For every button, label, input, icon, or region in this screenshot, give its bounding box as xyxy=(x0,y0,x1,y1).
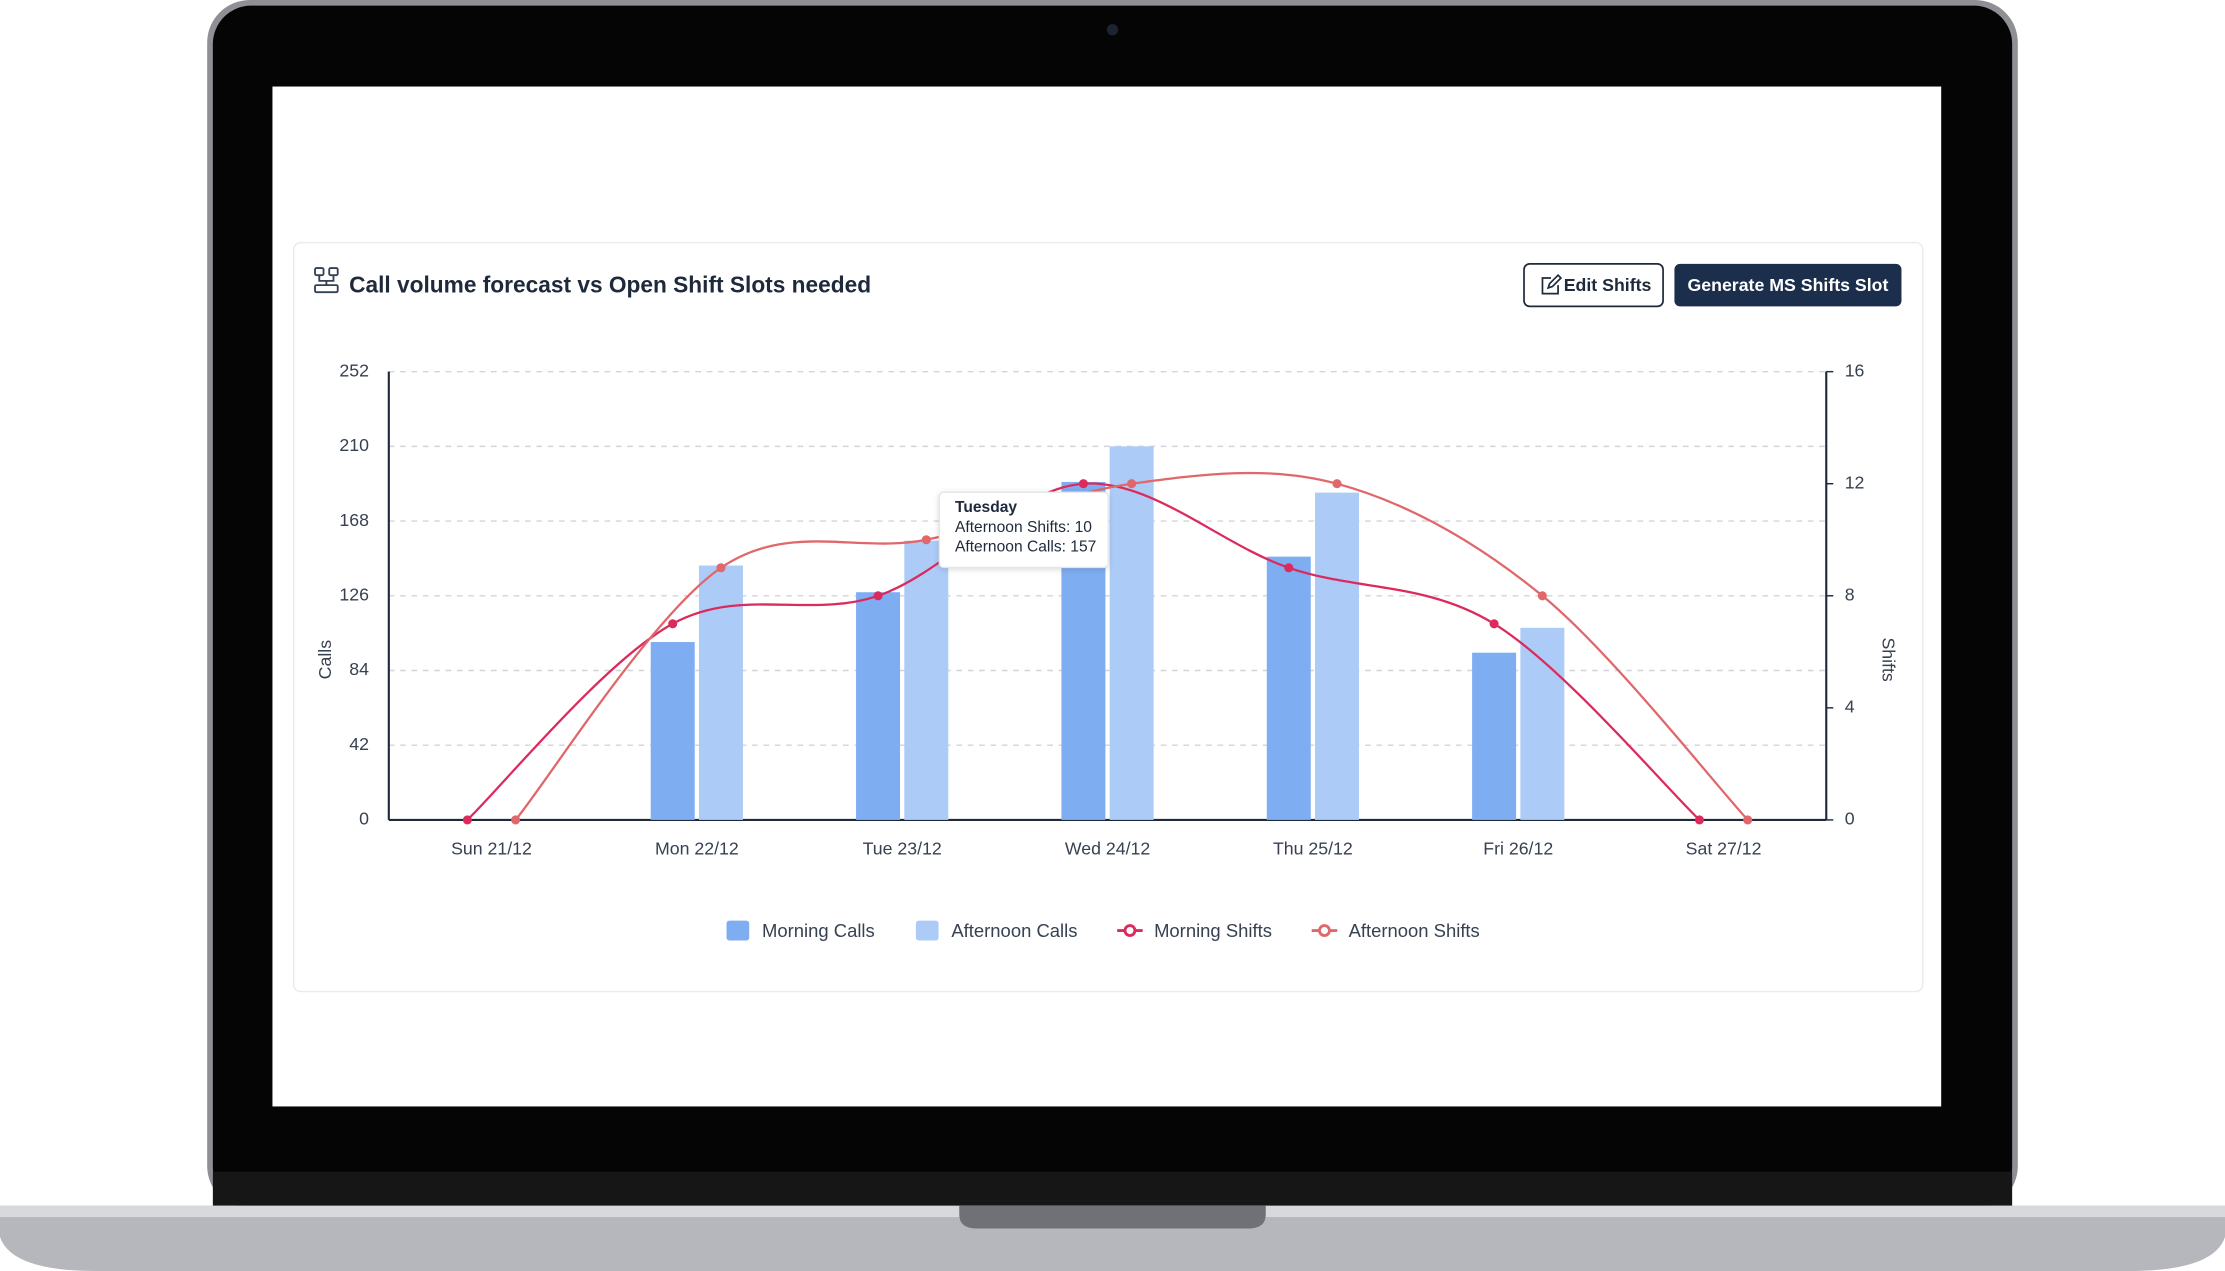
y-tick-label: 42 xyxy=(349,734,369,754)
y-tick-label: 252 xyxy=(339,360,369,380)
bar xyxy=(1109,446,1154,820)
tooltip-line: Afternoon Calls: 157 xyxy=(955,539,1096,556)
legend-dot xyxy=(1318,924,1331,937)
edit-shifts-label: Edit Shifts xyxy=(1564,275,1652,295)
tooltip-box xyxy=(938,491,1109,569)
line-point xyxy=(873,591,883,601)
laptop-base xyxy=(0,1205,2225,1271)
y-tick-label: 126 xyxy=(339,584,369,604)
generate-label: Generate MS Shifts Slot xyxy=(1687,275,1888,295)
line-point xyxy=(1537,591,1547,601)
bar xyxy=(1315,492,1360,820)
line-point xyxy=(1127,479,1137,489)
x-tick-label: Sun 21/12 xyxy=(451,838,532,858)
chart-card xyxy=(293,241,1924,993)
y2-axis-title: Shifts xyxy=(1879,637,1899,681)
chart: 0 42 84 126 168 210 252 0 4 8 12 16 Calls Shifts Sun 2… xyxy=(315,360,1899,941)
line-point xyxy=(462,815,472,825)
x-tick-label: Tue 23/12 xyxy=(863,838,942,858)
tooltip: Tuesday Afternoon Shifts: 10 Afternoon Cal… xyxy=(938,491,1109,569)
generate-button[interactable] xyxy=(1674,263,1902,307)
x-tick-label: Fri 26/12 xyxy=(1483,838,1553,858)
legend-dot xyxy=(1123,924,1137,937)
line-point xyxy=(921,535,931,545)
y-tick-label: 0 xyxy=(359,809,369,829)
y2-tick-label: 16 xyxy=(1845,360,1865,380)
legend-label: Afternoon Shifts xyxy=(1349,920,1480,941)
card-title: Call volume forecast vs Open Shift Slots… xyxy=(349,272,871,298)
legend-label: Morning Shifts xyxy=(1154,920,1272,941)
x-tick-label: Wed 24/12 xyxy=(1065,838,1150,858)
tooltip-title: Tuesday xyxy=(955,499,1017,516)
y-tick-label: 84 xyxy=(349,659,369,679)
bar xyxy=(1520,627,1565,820)
x-tick-label: Thu 25/12 xyxy=(1273,838,1353,858)
y2-tick-label: 12 xyxy=(1845,472,1865,492)
line-point xyxy=(1284,563,1294,573)
y-tick-label: 210 xyxy=(339,435,369,455)
y2-tick-label: 8 xyxy=(1845,584,1855,604)
bar xyxy=(1472,652,1517,820)
tooltip-line: Afternoon Shifts: 10 xyxy=(955,519,1092,536)
edit-shifts-button[interactable] xyxy=(1523,262,1664,308)
line-point xyxy=(668,619,678,629)
bar xyxy=(650,642,695,820)
line-point xyxy=(1694,815,1705,825)
edit-icon xyxy=(1541,273,1563,295)
camera xyxy=(1106,24,1119,36)
x-tick-label: Mon 22/12 xyxy=(655,838,739,858)
bar xyxy=(1266,556,1311,820)
bezel-bottom xyxy=(212,1171,2013,1206)
line-point xyxy=(1489,619,1499,629)
x-tick-label: Sat 27/12 xyxy=(1686,838,1762,858)
legend-label: Morning Calls xyxy=(762,920,875,941)
y2-tick-label: 4 xyxy=(1845,697,1855,717)
legend-swatch xyxy=(915,920,939,941)
line-point xyxy=(1743,815,1753,825)
y2-tick-label: 0 xyxy=(1845,809,1855,829)
bar xyxy=(856,592,901,820)
base-notch xyxy=(959,1205,1266,1229)
line-point xyxy=(511,815,521,825)
line-point xyxy=(1078,479,1088,489)
bar xyxy=(904,540,949,820)
line-point xyxy=(1332,479,1342,489)
bar xyxy=(698,565,743,820)
y-tick-label: 168 xyxy=(339,510,369,530)
legend-label: Afternoon Calls xyxy=(951,920,1077,941)
line-point xyxy=(716,563,726,573)
legend-swatch xyxy=(726,920,750,941)
title-icon xyxy=(314,267,339,294)
y-axis-title: Calls xyxy=(315,640,335,680)
